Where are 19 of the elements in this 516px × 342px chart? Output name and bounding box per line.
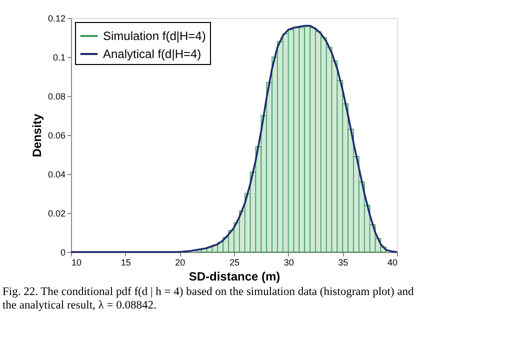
y-axis-title: Density bbox=[30, 114, 44, 158]
caption: Fig. 22. The conditional pdf f(d | h = 4) based on the simulation data (histogram plot) and the analytical result, λ = 0.08842. bbox=[2, 286, 414, 312]
x-tick-label: 40 bbox=[387, 258, 398, 268]
x-tick-label: 20 bbox=[175, 258, 186, 268]
x-tick-label: 35 bbox=[338, 258, 348, 268]
y-tick-label: 0.04 bbox=[48, 170, 66, 180]
x-tick-label: 30 bbox=[284, 258, 294, 268]
x-axis-title: SD-distance (m) bbox=[188, 270, 280, 284]
y-tick-label: 0.1 bbox=[52, 52, 66, 62]
y-tick-label: 0 bbox=[60, 248, 66, 258]
x-tick-label: 25 bbox=[229, 258, 240, 268]
x-tick-label: 15 bbox=[120, 258, 131, 268]
legend-label: Analytical f(d|H=4) bbox=[103, 47, 202, 61]
y-tick-label: 0.02 bbox=[48, 208, 66, 218]
y-tick-label: 0.06 bbox=[48, 130, 66, 140]
y-tick-label: 0.12 bbox=[48, 14, 66, 24]
y-tick-label: 0.08 bbox=[48, 92, 66, 102]
legend-label: Simulation f(d|H=4) bbox=[103, 29, 206, 43]
x-tick-label: 10 bbox=[72, 258, 82, 268]
